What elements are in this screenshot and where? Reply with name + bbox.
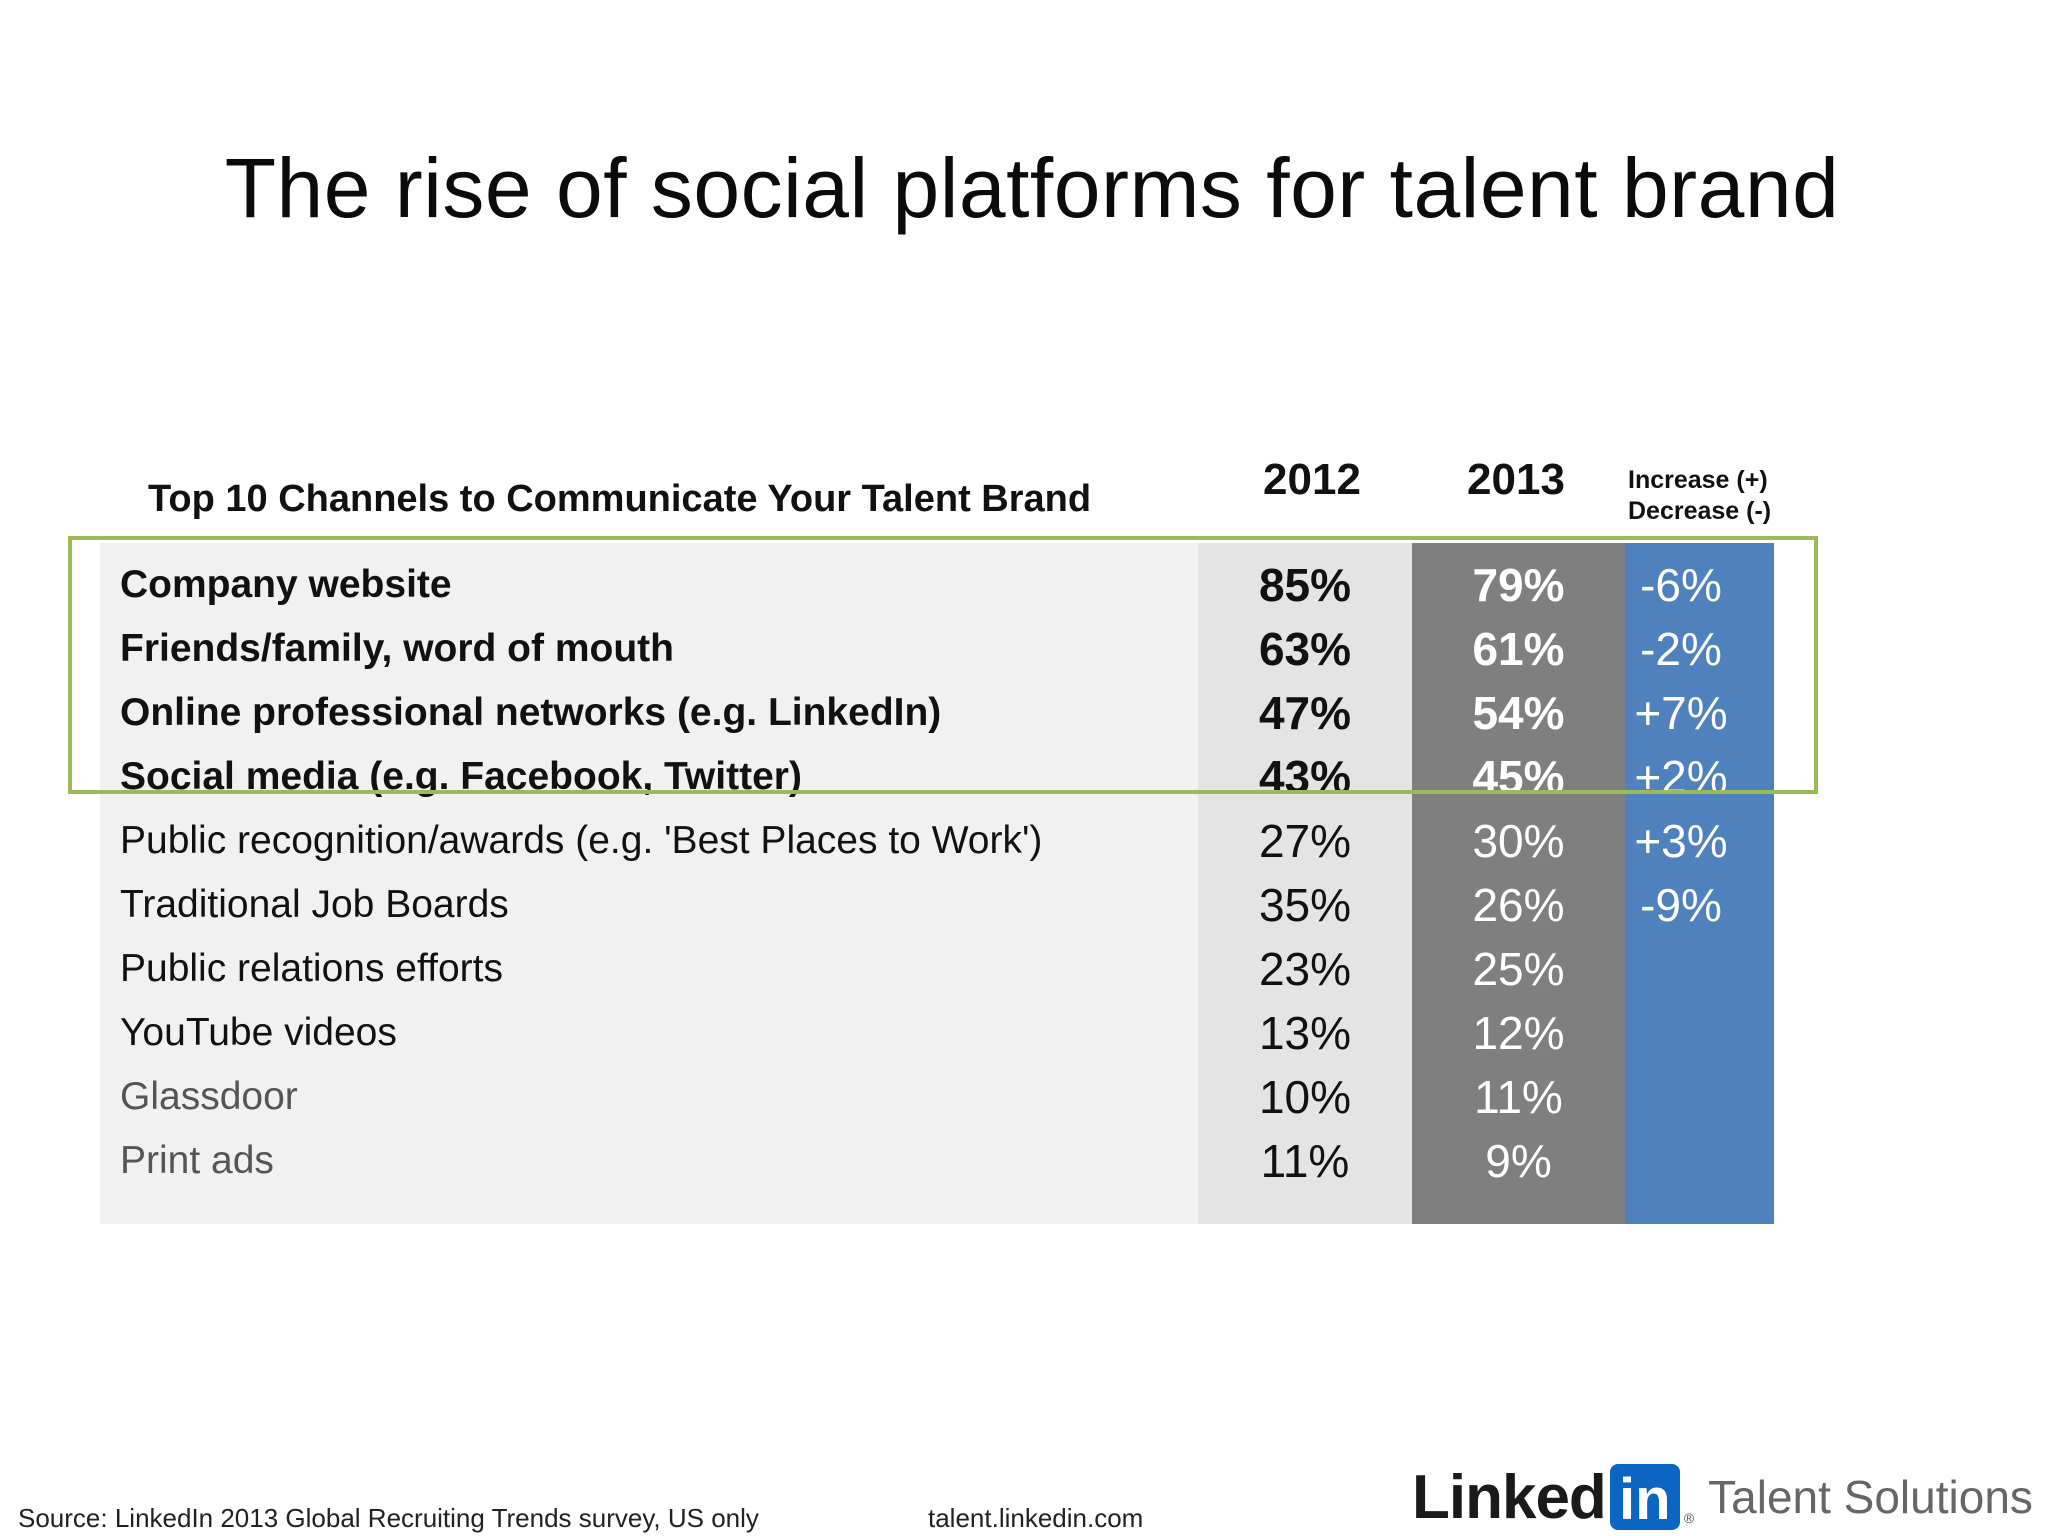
channel-label: YouTube videos — [120, 1011, 397, 1054]
value-2012: 27% — [1258, 815, 1352, 867]
label-column-band — [100, 543, 1198, 1224]
logo-registered-mark: ® — [1683, 1510, 1695, 1526]
value-2013: 11% — [1474, 1071, 1563, 1123]
change-value: -2% — [1640, 623, 1722, 675]
table-row: YouTube videos 13% 12% — [0, 1001, 2048, 1065]
table-row: Online professional networks (e.g. Linke… — [0, 681, 2048, 745]
value-2013: 30% — [1472, 815, 1565, 867]
table-header-label: Top 10 Channels to Communicate Your Tale… — [148, 478, 1092, 520]
channel-label: Print ads — [120, 1139, 274, 1182]
source-note: Source: LinkedIn 2013 Global Recruiting … — [18, 1503, 759, 1533]
linkedin-talent-solutions-logo: Linked in ® Talent Solutions — [1412, 1462, 2033, 1533]
change-value: +7% — [1634, 687, 1728, 739]
channel-label: Glassdoor — [120, 1075, 298, 1118]
value-2012: 47% — [1258, 687, 1352, 739]
table-row: Traditional Job Boards 35% 26% -9% — [0, 873, 2048, 937]
column-2013-band — [1412, 543, 1625, 1224]
value-2012: 10% — [1258, 1071, 1352, 1123]
channel-label: Traditional Job Boards — [120, 883, 509, 926]
column-header-change: Increase (+) Decrease (-) — [1628, 465, 1771, 527]
channel-label: Online professional networks (e.g. Linke… — [120, 691, 942, 734]
value-2012: 11% — [1260, 1135, 1350, 1187]
slide-title: The rise of social platforms for talent … — [224, 141, 1840, 235]
value-2013: 61% — [1472, 623, 1565, 675]
column-header-2013: 2013 — [1467, 455, 1565, 504]
column-change-band — [1625, 543, 1774, 1224]
value-2013: 26% — [1472, 879, 1565, 931]
logo-product-name: Talent Solutions — [1708, 1471, 2033, 1523]
table-row: Public recognition/awards (e.g. 'Best Pl… — [0, 809, 2048, 873]
value-2012: 43% — [1258, 751, 1352, 803]
value-2012: 85% — [1258, 559, 1352, 611]
column-header-change-decrease: Decrease (-) — [1628, 497, 1772, 525]
table-row: Company website 85% 79% -6% — [0, 553, 2048, 617]
value-2012: 23% — [1258, 943, 1352, 995]
logo-wordmark-linked: Linked — [1412, 1462, 1607, 1532]
channel-label: Friends/family, word of mouth — [120, 627, 674, 670]
site-url[interactable]: talent.linkedin.com — [928, 1503, 1144, 1533]
top-four-highlight-box — [68, 536, 1818, 794]
value-2013: 9% — [1485, 1135, 1552, 1187]
value-2013: 45% — [1472, 751, 1565, 803]
channel-label: Company website — [120, 563, 452, 606]
table-row: Public relations efforts 23% 25% — [0, 937, 2048, 1001]
column-header-change-increase: Increase (+) — [1628, 466, 1768, 494]
value-2012: 63% — [1258, 623, 1352, 675]
channel-label: Public recognition/awards (e.g. 'Best Pl… — [120, 819, 1043, 862]
change-value: -9% — [1640, 879, 1722, 931]
linkedin-in-icon: in — [1609, 1464, 1680, 1532]
change-value: +2% — [1634, 751, 1728, 803]
change-value: +3% — [1634, 815, 1728, 867]
column-header-2012: 2012 — [1263, 455, 1361, 504]
table-row: Print ads 11% 9% — [0, 1129, 2048, 1193]
channel-label: Public relations efforts — [120, 947, 503, 990]
table-row: Glassdoor 10% 11% — [0, 1065, 2048, 1129]
value-2013: 25% — [1472, 943, 1565, 995]
change-value: -6% — [1640, 559, 1722, 611]
value-2012: 13% — [1258, 1007, 1352, 1059]
column-2012-band — [1198, 543, 1412, 1224]
value-2013: 79% — [1472, 559, 1565, 611]
value-2013: 54% — [1472, 687, 1565, 739]
value-2013: 12% — [1472, 1007, 1565, 1059]
table-row: Friends/family, word of mouth 63% 61% -2% — [0, 617, 2048, 681]
value-2012: 35% — [1258, 879, 1352, 931]
